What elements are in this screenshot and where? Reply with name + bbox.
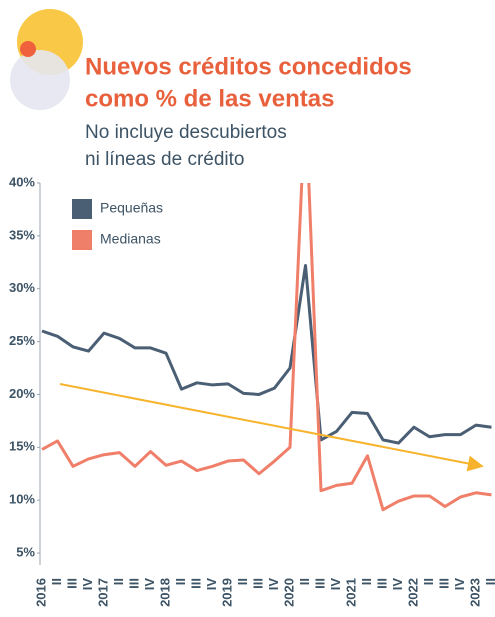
x-tick-label: IV — [390, 578, 405, 591]
legend-swatch — [72, 230, 92, 250]
x-tick-label: 2020 — [281, 578, 296, 607]
x-tick-label: II — [173, 578, 188, 585]
y-tick-label: 25% — [9, 333, 35, 348]
x-tick-label: 2017 — [95, 578, 110, 607]
x-tick-label: 2016 — [33, 578, 48, 607]
x-tick-label: IV — [204, 578, 219, 591]
x-tick-label: 2022 — [405, 578, 420, 607]
x-tick-label: III — [64, 578, 79, 589]
chart-title: Nuevos créditos concedidos — [85, 53, 412, 80]
subtitle: ni líneas de crédito — [85, 149, 245, 170]
x-tick-label: II — [421, 578, 436, 585]
trend-arrow — [59, 383, 484, 472]
y-tick-label: 40% — [9, 174, 35, 189]
y-tick-label: 5% — [16, 544, 35, 559]
x-tick-label: IV — [328, 578, 343, 591]
x-tick-label: II — [297, 578, 312, 585]
x-tick-label: II — [111, 578, 126, 585]
x-tick-label: IV — [142, 578, 157, 591]
x-tick-label: 2021 — [343, 578, 358, 607]
x-tick-label: II — [359, 578, 374, 585]
legend-label: Pequeñas — [100, 200, 163, 216]
x-tick-label: II — [235, 578, 250, 585]
legend-label: Medianas — [100, 231, 161, 247]
subtitle: No incluye descubiertos — [85, 122, 287, 143]
x-tick-label: IV — [80, 578, 95, 591]
x-tick-label: 2018 — [157, 578, 172, 607]
x-tick-label: IV — [452, 578, 467, 591]
y-tick-label: 10% — [9, 492, 35, 507]
decor — [10, 50, 70, 110]
decor — [20, 41, 36, 57]
y-tick-label: 35% — [9, 227, 35, 242]
x-tick-label: III — [188, 578, 203, 589]
x-tick-label: III — [436, 578, 451, 589]
x-tick-label: II — [49, 578, 64, 585]
legend-swatch — [72, 199, 92, 219]
x-tick-label: 2019 — [219, 578, 234, 607]
x-tick-label: III — [126, 578, 141, 589]
line — [41, 183, 492, 512]
chart-title: como % de las ventas — [85, 85, 334, 112]
x-tick-label: III — [374, 578, 389, 589]
line — [41, 263, 492, 445]
x-tick-label: III — [312, 578, 327, 589]
y-tick-label: 30% — [9, 280, 35, 295]
y-tick-label: 15% — [9, 439, 35, 454]
x-tick-label: IV — [266, 578, 281, 591]
x-tick-label: III — [250, 578, 265, 589]
x-tick-label: II — [483, 578, 495, 585]
y-tick-label: 20% — [9, 386, 35, 401]
x-tick-label: 2023 — [467, 578, 482, 607]
